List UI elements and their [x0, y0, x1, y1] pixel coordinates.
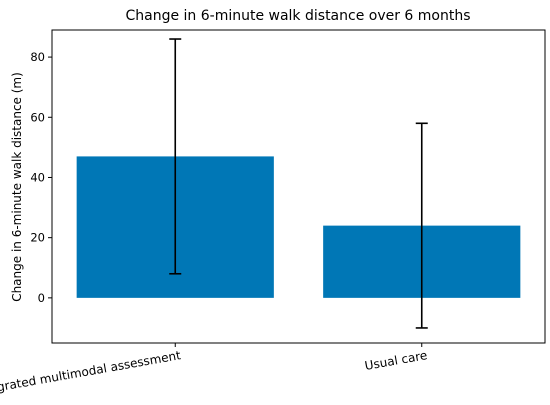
axes-frame — [51, 29, 546, 344]
y-tick-label-3: 60 — [30, 110, 45, 124]
y-axis-label: Change in 6-minute walk distance (m) — [10, 72, 24, 302]
chart-title: Change in 6-minute walk distance over 6 … — [125, 8, 470, 24]
x-tick-label-0: Integrated multimodal assessment — [0, 348, 182, 398]
y-tick-label-2: 40 — [30, 170, 45, 184]
y-tick-label-0: 0 — [38, 291, 45, 305]
y-tick-label-4: 80 — [30, 50, 45, 64]
plot-area: 0 20 40 60 80 Integrated multimodal assessmen… — [0, 29, 546, 398]
y-tick-label-1: 20 — [30, 231, 45, 245]
x-tick-label-1: Usual care — [364, 348, 429, 373]
